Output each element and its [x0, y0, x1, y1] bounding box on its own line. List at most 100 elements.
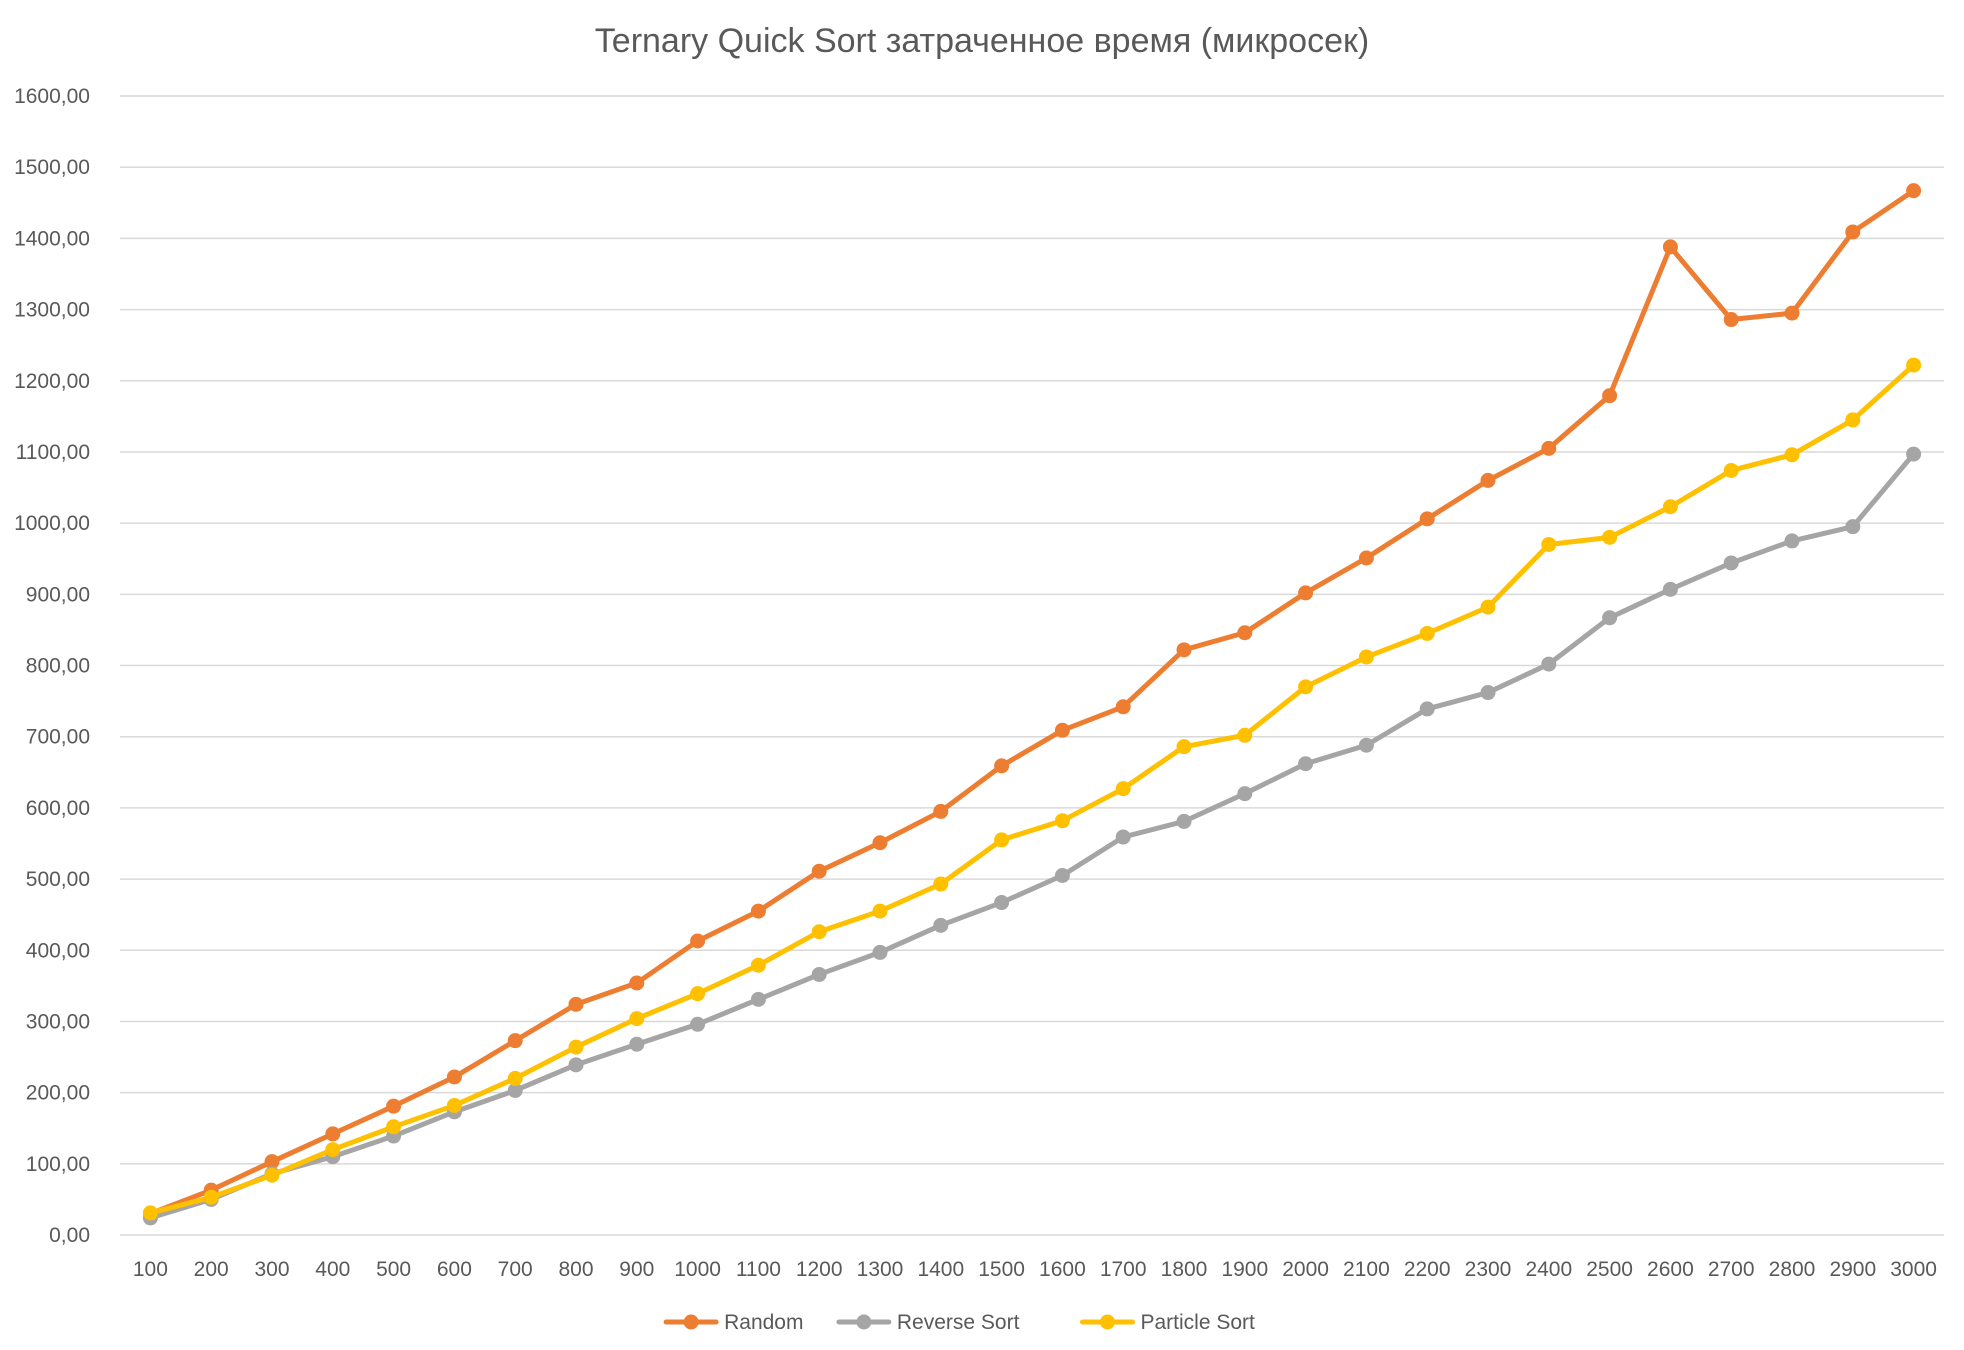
data-point-reverse-sort — [994, 895, 1010, 911]
y-tick-label: 1400,00 — [14, 227, 90, 250]
y-tick-label: 300,00 — [26, 1010, 90, 1033]
series-group — [142, 183, 1922, 1226]
data-point-particle-sort — [933, 876, 949, 892]
data-point-reverse-sort — [933, 917, 949, 933]
data-point-reverse-sort — [1115, 829, 1131, 845]
data-point-reverse-sort — [1419, 701, 1435, 717]
x-tick-label: 2400 — [1525, 1258, 1572, 1281]
data-point-particle-sort — [872, 903, 888, 919]
data-point-particle-sort — [1906, 357, 1922, 373]
y-axis: 0,00 100,00 200,00 300,00 400,00 500,00 600,00… — [14, 85, 90, 1247]
x-tick-label: 1300 — [857, 1258, 904, 1281]
y-tick-label: 900,00 — [26, 583, 90, 606]
data-point-particle-sort — [325, 1142, 341, 1158]
data-point-random — [1054, 722, 1070, 738]
chart-title: Ternary Quick Sort затраченное время (ми… — [595, 22, 1369, 60]
y-tick-label: 100,00 — [26, 1153, 90, 1176]
x-tick-label: 2300 — [1465, 1258, 1512, 1281]
data-point-reverse-sort — [1602, 610, 1618, 626]
x-axis: 100 200 300 400 500 600 700 800 900 1000 1100 1200 1… — [133, 1258, 1937, 1281]
x-tick-label: 2100 — [1343, 1258, 1390, 1281]
x-tick-label: 2600 — [1647, 1258, 1694, 1281]
data-point-particle-sort — [507, 1070, 523, 1086]
x-tick-label: 700 — [498, 1258, 533, 1281]
legend-item-random: Random — [663, 1311, 803, 1334]
data-point-particle-sort — [1419, 625, 1435, 641]
data-point-particle-sort — [264, 1167, 280, 1183]
data-point-particle-sort — [446, 1097, 462, 1113]
data-point-reverse-sort — [750, 991, 766, 1007]
data-point-random — [446, 1069, 462, 1085]
series-line-particle-sort — [147, 362, 1917, 1216]
data-point-random — [811, 863, 827, 879]
y-tick-label: 1500,00 — [14, 156, 90, 179]
data-point-random — [1298, 585, 1314, 601]
data-point-reverse-sort — [1541, 656, 1557, 672]
data-point-random — [872, 835, 888, 851]
x-tick-label: 1600 — [1039, 1258, 1086, 1281]
y-tick-label: 1200,00 — [14, 370, 90, 393]
data-point-particle-sort — [750, 957, 766, 973]
data-point-random — [325, 1126, 341, 1142]
y-tick-label: 400,00 — [26, 939, 90, 962]
x-tick-label: 100 — [133, 1258, 168, 1281]
data-point-random — [1662, 239, 1678, 255]
data-point-random — [1358, 550, 1374, 566]
data-point-particle-sort — [1541, 536, 1557, 552]
data-point-random — [994, 758, 1010, 774]
y-tick-label: 1100,00 — [16, 441, 90, 464]
x-tick-label: 1400 — [917, 1258, 964, 1281]
x-tick-label: 900 — [619, 1258, 654, 1281]
data-point-particle-sort — [1723, 462, 1739, 478]
series-random — [142, 183, 1922, 1222]
data-point-random — [264, 1154, 280, 1170]
legend-label: Reverse Sort — [897, 1311, 1020, 1334]
y-tick-label: 800,00 — [26, 655, 90, 678]
data-point-particle-sort — [1358, 649, 1374, 665]
x-tick-label: 2900 — [1829, 1258, 1876, 1281]
data-point-random — [750, 903, 766, 919]
y-tick-label: 1600,00 — [14, 85, 90, 108]
y-tick-label: 500,00 — [26, 868, 90, 891]
x-tick-label: 200 — [194, 1258, 229, 1281]
series-particle-sort — [142, 357, 1922, 1221]
data-point-particle-sort — [1115, 781, 1131, 797]
data-point-reverse-sort — [1358, 737, 1374, 753]
data-point-random — [1237, 625, 1253, 641]
data-point-reverse-sort — [1480, 685, 1496, 701]
legend-swatch-marker — [856, 1314, 872, 1330]
data-point-random — [1723, 312, 1739, 328]
gridlines — [120, 95, 1944, 1236]
data-point-reverse-sort — [568, 1057, 584, 1073]
data-point-particle-sort — [1054, 813, 1070, 829]
data-point-particle-sort — [1784, 447, 1800, 463]
series-line-random — [147, 188, 1917, 1217]
data-point-random — [1845, 224, 1861, 240]
data-point-particle-sort — [811, 924, 827, 940]
legend-swatch-marker — [683, 1314, 699, 1330]
data-point-particle-sort — [994, 832, 1010, 848]
x-tick-label: 2200 — [1404, 1258, 1451, 1281]
y-tick-label: 600,00 — [26, 797, 90, 820]
y-tick-label: 0,00 — [49, 1224, 90, 1247]
data-point-random — [1115, 699, 1131, 715]
x-tick-label: 2800 — [1769, 1258, 1816, 1281]
data-point-random — [386, 1098, 402, 1114]
y-tick-label: 200,00 — [26, 1082, 90, 1105]
x-tick-label: 400 — [315, 1258, 350, 1281]
data-point-random — [1419, 511, 1435, 527]
data-point-random — [1480, 472, 1496, 488]
x-tick-label: 3000 — [1890, 1258, 1937, 1281]
data-point-particle-sort — [1662, 499, 1678, 515]
data-point-reverse-sort — [629, 1036, 645, 1052]
data-point-random — [690, 933, 706, 949]
x-tick-label: 1500 — [978, 1258, 1025, 1281]
data-point-particle-sort — [1602, 529, 1618, 545]
data-point-particle-sort — [690, 986, 706, 1002]
data-point-reverse-sort — [1237, 786, 1253, 802]
x-tick-label: 1100 — [736, 1258, 781, 1281]
legend: Random Reverse Sort Particle Sort — [663, 1311, 1255, 1334]
x-tick-label: 2700 — [1708, 1258, 1755, 1281]
